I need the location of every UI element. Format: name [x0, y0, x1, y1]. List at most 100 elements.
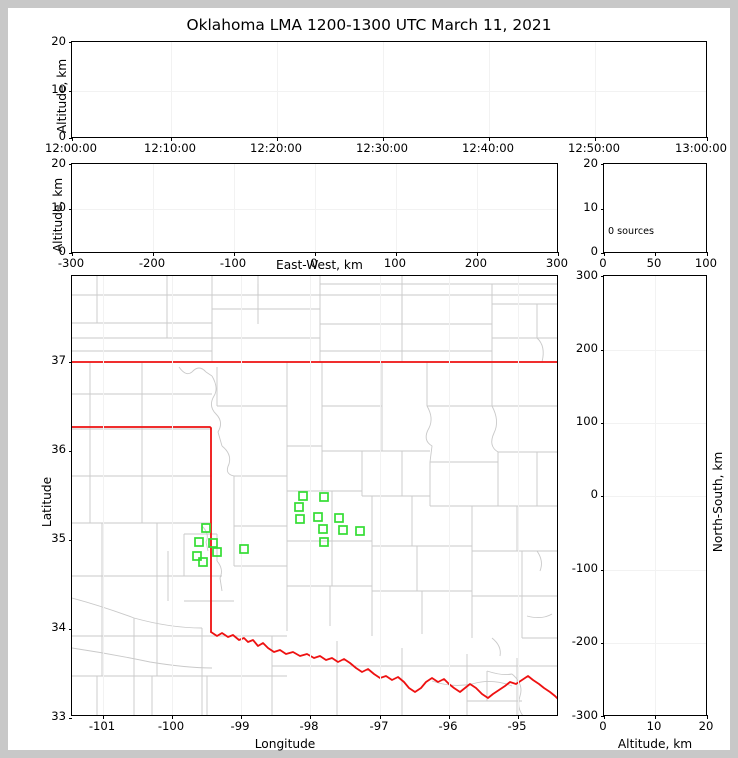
north-south-height-panel[interactable] — [600, 275, 708, 719]
gridline-vertical — [310, 276, 311, 715]
gridline-vertical — [241, 276, 242, 715]
axis-tick — [600, 253, 604, 254]
north-south-ylabel: North-South, km — [711, 451, 725, 553]
axis-tick — [310, 715, 311, 719]
gridline-vertical — [518, 276, 519, 715]
east-west-height-panel[interactable] — [68, 163, 559, 256]
ytick-label: 20 — [51, 34, 66, 49]
gridline-vertical — [234, 164, 235, 252]
axis-tick — [72, 252, 73, 256]
xtick-label: 12:30:00 — [355, 141, 409, 155]
ytick-label: 300 — [575, 268, 598, 283]
axis-tick — [707, 137, 708, 141]
gridline-vertical — [396, 164, 397, 252]
axis-tick — [383, 137, 384, 141]
axis-tick — [655, 715, 656, 719]
gridline-horizontal — [604, 496, 706, 497]
map-ylabel: Latitude — [40, 476, 54, 528]
axis-tick — [68, 90, 72, 92]
xtick-label: 50 — [646, 256, 662, 270]
axis-tick — [396, 252, 397, 256]
gridline-vertical — [449, 276, 450, 715]
axis-tick — [600, 643, 604, 644]
axis-tick — [489, 137, 490, 141]
xtick-label: 0 — [599, 256, 607, 270]
axis-tick — [72, 137, 73, 141]
axis-tick — [600, 209, 604, 210]
axis-tick — [604, 252, 605, 256]
xtick-label: 100 — [383, 256, 407, 270]
axis-tick — [68, 362, 72, 363]
ytick-label: 36 — [51, 442, 66, 457]
plan-view-map-panel[interactable] — [68, 275, 558, 719]
xtick-label: 300 — [545, 256, 569, 270]
axis-tick — [518, 715, 519, 719]
gridline-vertical — [655, 276, 656, 715]
axis-tick — [103, 715, 104, 719]
xtick-label: 20 — [698, 719, 714, 733]
east-west-xlabel: East-West, km — [276, 258, 363, 272]
axis-tick — [655, 252, 656, 256]
gridline-vertical — [315, 164, 316, 252]
axis-tick — [707, 252, 708, 256]
gridline-horizontal — [604, 349, 706, 351]
axis-tick — [68, 253, 72, 254]
axis-tick — [707, 715, 708, 719]
ytick-label: -300 — [571, 708, 598, 723]
gridline-horizontal — [604, 643, 706, 644]
ytick-label: 0 — [590, 244, 598, 259]
axis-tick — [68, 540, 72, 541]
east-west-height-ylabel: Altitude, km — [51, 177, 65, 253]
axis-tick — [600, 569, 604, 571]
axis-tick — [604, 715, 605, 719]
ytick-label: 10 — [583, 200, 598, 215]
ytick-label: -200 — [571, 634, 598, 649]
gridline-vertical — [172, 276, 173, 715]
gridline-horizontal — [604, 423, 706, 424]
ytick-label: 33 — [51, 709, 66, 724]
axis-tick — [600, 164, 604, 165]
axis-tick — [68, 718, 72, 719]
axis-tick — [234, 252, 235, 256]
xtick-label: -101 — [88, 719, 116, 733]
gridline-vertical — [380, 276, 381, 715]
axis-tick — [600, 276, 604, 277]
xtick-label: 200 — [464, 256, 488, 270]
ytick-label: 10 — [51, 81, 66, 96]
figure-title: Oklahoma LMA 1200-1300 UTC March 11, 202… — [186, 16, 552, 34]
ytick-label: 20 — [51, 156, 66, 171]
gridline-vertical — [383, 42, 384, 137]
xtick-label: -99 — [230, 719, 250, 733]
figure-canvas: Oklahoma LMA 1200-1300 UTC March 11, 202… — [8, 8, 730, 751]
xtick-label: -100 — [219, 256, 247, 270]
axis-tick — [153, 252, 154, 256]
xtick-label: 12:10:00 — [143, 141, 197, 155]
time-height-panel[interactable] — [68, 41, 708, 141]
ytick-label: 35 — [51, 531, 66, 546]
axis-tick — [277, 137, 278, 141]
ytick-label: -100 — [571, 561, 598, 576]
axis-tick — [68, 629, 72, 630]
gridline-horizontal — [604, 569, 706, 571]
north-south-xlabel: Altitude, km — [617, 737, 693, 751]
ytick-label: 0 — [58, 244, 66, 259]
axis-tick — [600, 423, 604, 424]
ytick-label: 34 — [51, 620, 66, 635]
gridline-horizontal — [72, 90, 706, 92]
xtick-label: -95 — [507, 719, 527, 733]
axis-tick — [171, 137, 172, 141]
xtick-label: -97 — [369, 719, 389, 733]
time-height-ylabel: Altitude, km — [55, 58, 69, 134]
axis-tick — [380, 715, 381, 719]
xtick-label: -96 — [438, 719, 458, 733]
gridline-vertical — [171, 42, 172, 137]
gridline-vertical — [153, 164, 154, 252]
xtick-label: 10 — [646, 719, 662, 733]
ytick-label: 37 — [51, 353, 66, 368]
source-count-panel[interactable]: 0 sources — [600, 163, 708, 256]
axis-tick — [595, 137, 596, 141]
map-geometry — [72, 276, 557, 715]
xtick-label: 12:00:00 — [44, 141, 98, 155]
xtick-label: 12:50:00 — [567, 141, 621, 155]
axis-tick — [68, 209, 72, 210]
